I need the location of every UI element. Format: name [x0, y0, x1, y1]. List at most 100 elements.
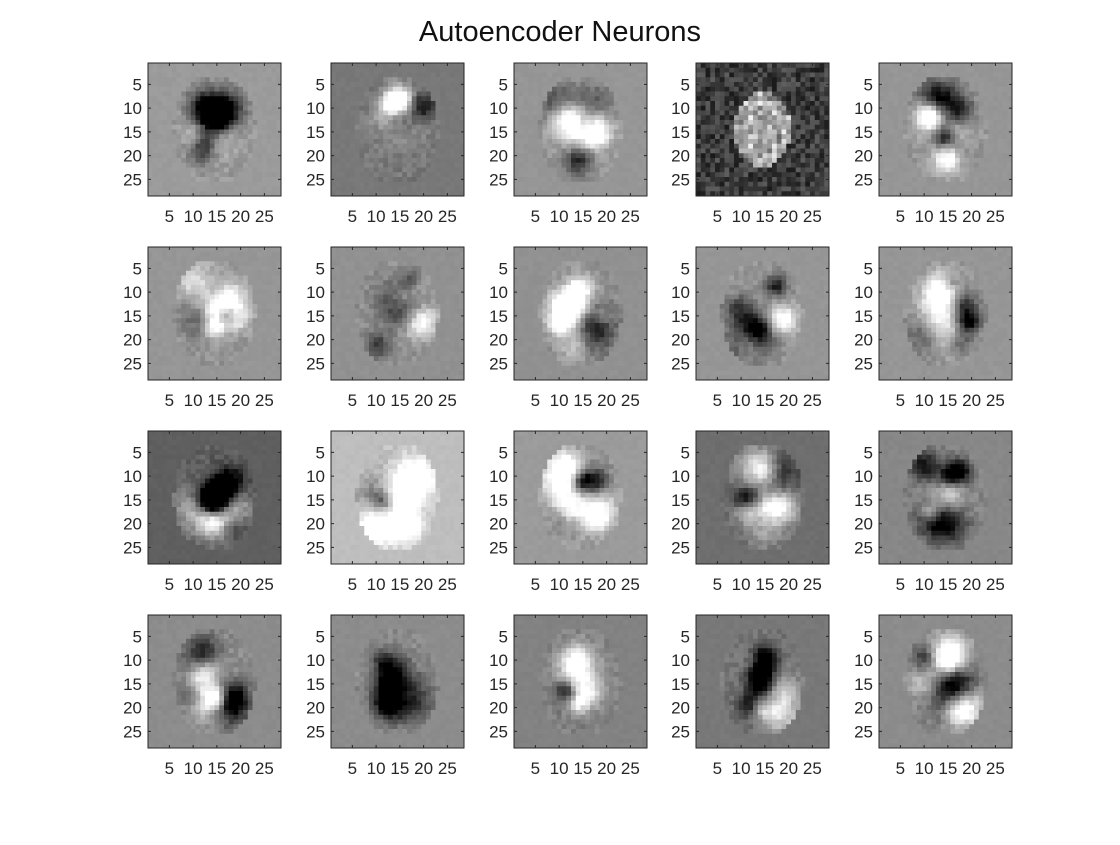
x-tick-label: 20: [962, 391, 981, 410]
x-tick-label: 10: [367, 759, 386, 778]
x-tick-label: 15: [938, 207, 957, 226]
y-tick-label: 5: [864, 627, 873, 646]
y-tick-label: 20: [671, 515, 690, 534]
x-tick-label: 5: [896, 575, 905, 594]
y-tick-label: 5: [316, 259, 325, 278]
figure-title: Autoencoder Neurons: [0, 16, 1120, 49]
x-tick-label: 15: [573, 391, 592, 410]
y-tick-label: 10: [489, 467, 508, 486]
x-tick-label: 10: [550, 759, 569, 778]
x-tick-label: 25: [255, 759, 274, 778]
y-tick-label: 25: [854, 722, 873, 741]
y-tick-label: 5: [499, 259, 508, 278]
y-tick-label: 25: [854, 538, 873, 557]
y-tick-label: 10: [306, 283, 325, 302]
y-tick-label: 25: [123, 354, 142, 373]
y-tick-label: 25: [671, 170, 690, 189]
x-tick-label: 15: [207, 207, 226, 226]
y-tick-label: 5: [316, 627, 325, 646]
y-tick-label: 5: [499, 627, 508, 646]
y-tick-label: 5: [681, 259, 690, 278]
x-tick-label: 5: [713, 207, 722, 226]
x-tick-label: 20: [779, 759, 798, 778]
y-tick-label: 20: [123, 699, 142, 718]
x-tick-label: 10: [550, 575, 569, 594]
y-tick-label: 5: [133, 443, 142, 462]
neuron-image: [696, 63, 829, 196]
y-tick-label: 20: [306, 331, 325, 350]
x-tick-label: 25: [986, 575, 1005, 594]
neuron-image: [879, 615, 1012, 748]
y-tick-label: 15: [123, 307, 142, 326]
x-tick-label: 20: [414, 207, 433, 226]
y-tick-label: 10: [854, 467, 873, 486]
x-tick-label: 10: [915, 575, 934, 594]
y-tick-label: 5: [681, 443, 690, 462]
x-tick-label: 20: [597, 207, 616, 226]
y-tick-label: 15: [123, 675, 142, 694]
y-tick-label: 5: [499, 443, 508, 462]
x-tick-label: 20: [779, 575, 798, 594]
y-tick-label: 10: [123, 467, 142, 486]
x-tick-label: 25: [438, 207, 457, 226]
x-tick-label: 20: [414, 575, 433, 594]
x-tick-label: 5: [713, 575, 722, 594]
x-tick-label: 20: [597, 759, 616, 778]
x-tick-label: 25: [438, 575, 457, 594]
y-tick-label: 15: [854, 491, 873, 510]
y-tick-label: 10: [123, 651, 142, 670]
x-tick-label: 25: [621, 207, 640, 226]
y-tick-label: 25: [306, 538, 325, 557]
y-tick-label: 20: [489, 331, 508, 350]
neuron-image: [148, 431, 281, 564]
y-tick-label: 20: [671, 331, 690, 350]
y-tick-label: 20: [123, 515, 142, 534]
y-tick-label: 25: [306, 354, 325, 373]
y-tick-label: 25: [306, 170, 325, 189]
x-tick-label: 10: [732, 207, 751, 226]
x-tick-label: 20: [962, 575, 981, 594]
x-tick-label: 15: [938, 575, 957, 594]
y-tick-label: 15: [854, 675, 873, 694]
x-tick-label: 20: [231, 207, 250, 226]
y-tick-label: 20: [854, 331, 873, 350]
x-tick-label: 25: [255, 575, 274, 594]
x-tick-label: 20: [779, 207, 798, 226]
neuron-image: [514, 247, 647, 380]
x-tick-label: 25: [621, 759, 640, 778]
y-tick-label: 20: [854, 515, 873, 534]
x-tick-label: 10: [184, 759, 203, 778]
y-tick-label: 10: [854, 283, 873, 302]
y-tick-label: 10: [123, 99, 142, 118]
y-tick-label: 20: [489, 699, 508, 718]
y-tick-label: 20: [489, 515, 508, 534]
y-tick-label: 10: [671, 283, 690, 302]
x-tick-label: 20: [962, 759, 981, 778]
y-tick-label: 25: [489, 538, 508, 557]
x-tick-label: 5: [531, 391, 540, 410]
x-tick-label: 20: [231, 759, 250, 778]
y-tick-label: 10: [489, 99, 508, 118]
neuron-image: [514, 63, 647, 196]
x-tick-label: 20: [231, 575, 250, 594]
x-tick-label: 20: [414, 759, 433, 778]
x-tick-label: 25: [438, 759, 457, 778]
x-tick-label: 25: [986, 207, 1005, 226]
x-tick-label: 5: [165, 759, 174, 778]
y-tick-label: 10: [306, 467, 325, 486]
x-tick-label: 5: [896, 759, 905, 778]
neuron-image: [879, 431, 1012, 564]
x-tick-label: 15: [390, 391, 409, 410]
y-tick-label: 25: [671, 538, 690, 557]
x-tick-label: 15: [207, 575, 226, 594]
x-tick-label: 10: [732, 575, 751, 594]
y-tick-label: 10: [489, 283, 508, 302]
y-tick-label: 10: [854, 99, 873, 118]
